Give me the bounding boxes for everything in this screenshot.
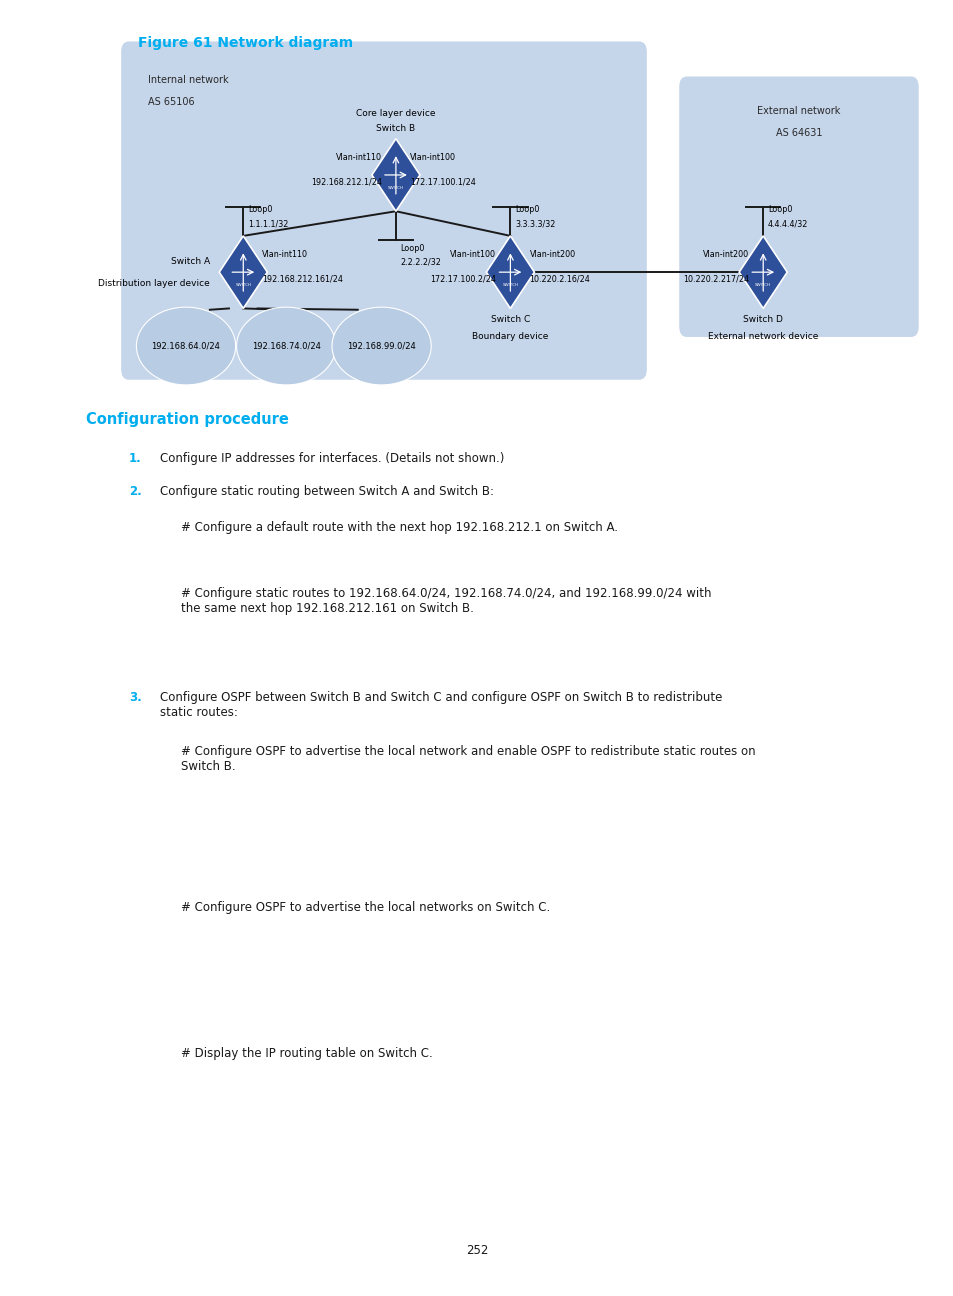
Text: Vlan-int100: Vlan-int100 [450, 250, 496, 259]
Text: 3.: 3. [129, 691, 141, 704]
Text: Figure 61 Network diagram: Figure 61 Network diagram [138, 36, 353, 51]
Text: External network device: External network device [707, 332, 818, 341]
Text: Core layer device: Core layer device [355, 109, 436, 118]
Text: Configure static routing between Switch A and Switch B:: Configure static routing between Switch … [160, 485, 494, 498]
Text: 192.168.99.0/24: 192.168.99.0/24 [347, 342, 416, 350]
Text: # Configure a default route with the next hop 192.168.212.1 on Switch A.: # Configure a default route with the nex… [181, 521, 618, 534]
Text: 1.1.1.1/32: 1.1.1.1/32 [248, 219, 288, 228]
Text: # Display the IP routing table on Switch C.: # Display the IP routing table on Switch… [181, 1047, 433, 1060]
Text: SWITCH: SWITCH [235, 283, 251, 286]
Text: Vlan-int110: Vlan-int110 [262, 250, 308, 259]
Text: 172.17.100.2/24: 172.17.100.2/24 [430, 275, 496, 284]
Ellipse shape [332, 307, 431, 385]
Text: Configure IP addresses for interfaces. (Details not shown.): Configure IP addresses for interfaces. (… [160, 452, 504, 465]
Text: # Configure OSPF to advertise the local networks on Switch C.: # Configure OSPF to advertise the local … [181, 901, 550, 914]
Text: Configuration procedure: Configuration procedure [86, 412, 289, 428]
Text: Boundary device: Boundary device [472, 332, 548, 341]
Text: 1.: 1. [129, 452, 141, 465]
Polygon shape [486, 236, 534, 308]
Polygon shape [372, 139, 419, 211]
Text: Vlan-int200: Vlan-int200 [529, 250, 575, 259]
Ellipse shape [136, 307, 235, 385]
Text: Distribution layer device: Distribution layer device [98, 279, 210, 288]
Text: 3.3.3.3/32: 3.3.3.3/32 [515, 219, 555, 228]
Text: Vlan-int110: Vlan-int110 [335, 153, 381, 162]
Text: Switch A: Switch A [171, 257, 210, 266]
Text: SWITCH: SWITCH [388, 185, 403, 189]
Text: 192.168.64.0/24: 192.168.64.0/24 [152, 342, 220, 350]
Ellipse shape [236, 307, 335, 385]
Text: External network: External network [757, 106, 840, 117]
Text: Loop0: Loop0 [515, 205, 539, 214]
Text: SWITCH: SWITCH [502, 283, 517, 286]
Text: Configure OSPF between Switch B and Switch C and configure OSPF on Switch B to r: Configure OSPF between Switch B and Swit… [160, 691, 721, 719]
Text: AS 64631: AS 64631 [775, 128, 821, 139]
FancyBboxPatch shape [679, 76, 918, 337]
Text: Switch C: Switch C [490, 315, 530, 324]
Text: Switch D: Switch D [742, 315, 782, 324]
Text: 10.220.2.217/24: 10.220.2.217/24 [682, 275, 748, 284]
Text: SWITCH: SWITCH [755, 283, 770, 286]
Text: 2.: 2. [129, 485, 141, 498]
Text: # Configure OSPF to advertise the local network and enable OSPF to redistribute : # Configure OSPF to advertise the local … [181, 745, 755, 774]
Text: 252: 252 [465, 1244, 488, 1257]
Text: 2.2.2.2/32: 2.2.2.2/32 [400, 258, 441, 267]
Text: Internal network: Internal network [148, 75, 229, 86]
Text: 4.4.4.4/32: 4.4.4.4/32 [767, 219, 807, 228]
Text: Loop0: Loop0 [767, 205, 792, 214]
Text: Switch B: Switch B [375, 124, 416, 133]
Text: Vlan-int200: Vlan-int200 [702, 250, 748, 259]
Text: Vlan-int100: Vlan-int100 [410, 153, 456, 162]
Text: 172.17.100.1/24: 172.17.100.1/24 [410, 178, 476, 187]
Text: 192.168.212.1/24: 192.168.212.1/24 [311, 178, 381, 187]
Text: 192.168.74.0/24: 192.168.74.0/24 [252, 342, 320, 350]
FancyBboxPatch shape [121, 41, 646, 380]
Text: 10.220.2.16/24: 10.220.2.16/24 [529, 275, 590, 284]
Text: Loop0: Loop0 [248, 205, 273, 214]
Polygon shape [219, 236, 267, 308]
Text: # Configure static routes to 192.168.64.0/24, 192.168.74.0/24, and 192.168.99.0/: # Configure static routes to 192.168.64.… [181, 587, 711, 616]
Text: 192.168.212.161/24: 192.168.212.161/24 [262, 275, 343, 284]
Text: Loop0: Loop0 [400, 244, 425, 253]
Text: AS 65106: AS 65106 [148, 97, 194, 108]
Polygon shape [739, 236, 786, 308]
